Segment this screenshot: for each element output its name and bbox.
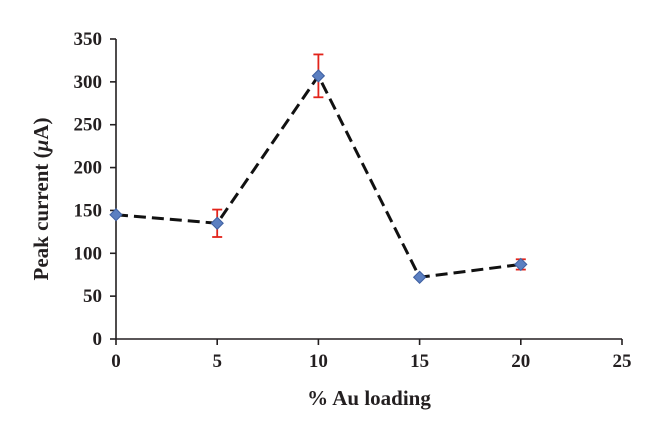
y-axis-title-symbol: μ	[29, 140, 53, 153]
y-tick-label: 50	[83, 286, 102, 307]
y-tick-label: 300	[74, 72, 103, 93]
y-tick-label: 0	[93, 329, 103, 350]
x-tick-label: 10	[309, 351, 328, 372]
data-point	[109, 208, 123, 222]
x-ticks: 0 5 10 15 20 25	[111, 339, 632, 372]
axes	[115, 39, 622, 340]
x-tick-label: 20	[511, 351, 530, 372]
x-tick-label: 25	[613, 351, 632, 372]
y-tick-label: 200	[74, 158, 103, 179]
series-group	[109, 53, 528, 284]
x-axis-title: % Au loading	[307, 386, 431, 410]
x-tick-label: 15	[410, 351, 429, 372]
y-axis-title-prefix: Peak current (	[29, 151, 53, 280]
y-tick-label: 350	[74, 29, 103, 50]
y-tick-label: 150	[74, 200, 103, 221]
y-axis-title: Peak current (μA)	[29, 118, 53, 281]
data-point	[311, 69, 326, 83]
y-tick-label: 100	[74, 243, 103, 264]
x-tick-label: 5	[212, 351, 222, 372]
y-tick-label: 250	[74, 115, 103, 136]
y-ticks: 0 50 100 150 200 250 300 350	[74, 29, 116, 350]
x-tick-label: 0	[111, 351, 121, 372]
y-axis-title-suffix: A)	[29, 118, 53, 140]
data-point	[514, 257, 528, 272]
series-line	[115, 72, 521, 279]
data-point	[412, 270, 427, 284]
data-point	[210, 216, 224, 230]
